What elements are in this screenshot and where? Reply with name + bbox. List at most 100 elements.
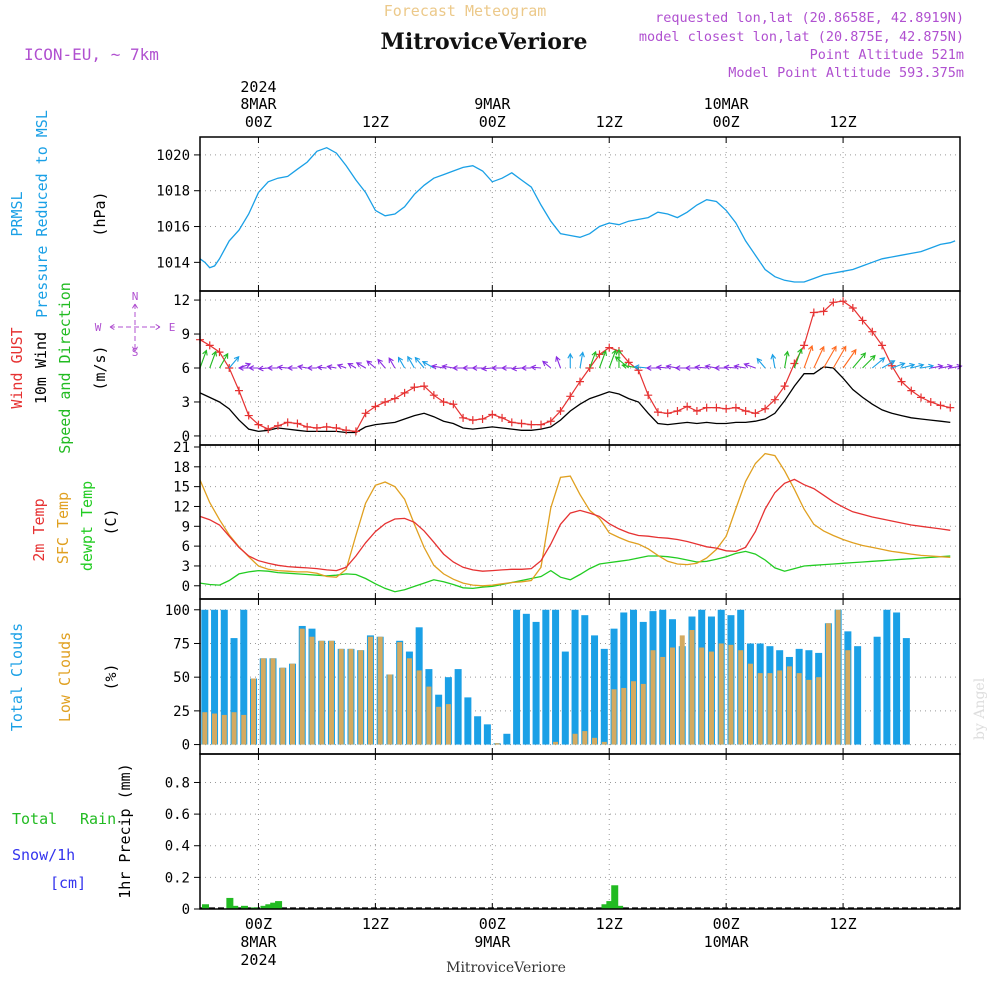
wind-dir-arrow (355, 362, 366, 369)
requested-coords: requested lon,lat (20.8658E, 42.8919N) (655, 10, 964, 26)
total-cloud-bar (571, 609, 579, 745)
wind-dir-arrow (530, 364, 542, 371)
total-cloud-bar (201, 609, 209, 745)
total-cloud-bar (240, 609, 248, 745)
wind-dir-arrow (297, 364, 308, 370)
gust-marker (761, 404, 770, 413)
gust-marker (692, 407, 701, 416)
y-tick-label: 18 (173, 460, 190, 476)
wind-dir-arrow (266, 365, 278, 371)
total-cloud-bar (454, 669, 462, 745)
gust-marker (907, 386, 916, 395)
low-cloud-bar (699, 647, 705, 745)
rain-bar (616, 905, 624, 909)
plot-layer: 1014101610181020036912036912151821025507… (8, 78, 963, 969)
rain-bar (202, 904, 209, 909)
low-cloud-bar (689, 630, 695, 745)
gust-marker (566, 392, 575, 401)
top-hour-label: 12Z (830, 113, 857, 131)
wind-dir-arrow (823, 345, 837, 369)
wind-dir-arrow (237, 365, 249, 371)
wind-dir-arrow (852, 352, 867, 369)
low-cloud-bar (621, 687, 627, 745)
low-cloud-bar (494, 743, 500, 745)
wind-dir-arrow (589, 350, 597, 369)
wind-dir-arrow (407, 355, 415, 369)
compass-west: W (95, 321, 102, 334)
gust-marker (420, 382, 429, 391)
y-tick-label: 0.8 (165, 775, 190, 791)
low-cloud-bar (289, 663, 295, 745)
wind-dir-label: Speed and Direction (56, 282, 74, 454)
wind-dir-arrow (286, 365, 298, 371)
precip-rain-label: Rain (80, 810, 116, 828)
wind-dir-arrow (645, 365, 658, 371)
panel-frame (199, 753, 961, 910)
wind-dir-arrow (920, 363, 935, 370)
y-tick-label: 1020 (156, 148, 190, 164)
wind-dir-arrow (306, 365, 317, 371)
gust-marker (868, 327, 877, 336)
total-cloud-bar (581, 615, 589, 745)
wind-dir-arrow (326, 364, 337, 370)
gust-marker (400, 388, 409, 397)
bottom-year-label: 2024 (240, 951, 276, 969)
low-clouds-label: Low Clouds (56, 632, 74, 722)
y-tick-label: 9 (182, 327, 190, 343)
low-cloud-bar (348, 648, 354, 745)
wind-dir-arrow (520, 365, 532, 371)
low-cloud-bar (328, 640, 334, 745)
wind-dir-arrow (881, 360, 896, 369)
gust-marker (848, 303, 857, 312)
gust-marker (878, 341, 887, 350)
rain-bar (260, 905, 268, 909)
total-cloud-bar (513, 609, 521, 745)
gust-marker (205, 341, 214, 350)
wind-dir-arrow (257, 365, 269, 372)
low-cloud-bar (816, 677, 822, 745)
top-hour-label: 00Z (479, 113, 506, 131)
wind-dir-arrow (567, 352, 574, 368)
wind-dir-arrow (276, 364, 288, 371)
low-cloud-bar (299, 628, 305, 745)
wind-dir-arrow (862, 354, 876, 369)
gust-marker (819, 307, 828, 316)
wind-dir-arrow (842, 348, 857, 369)
wind-unit: (m/s) (91, 345, 109, 390)
rain-bar (250, 907, 258, 909)
watermark: by Angel (972, 677, 988, 740)
gust-marker (293, 419, 302, 428)
y-tick-label: 0.6 (165, 807, 190, 823)
gust-marker (342, 426, 351, 435)
total-cloud-bar (552, 609, 560, 745)
low-cloud-bar (212, 713, 218, 745)
bottom-date-label: 8MAR (240, 933, 277, 951)
gust-marker (283, 418, 292, 427)
wind-dir-arrow (616, 348, 622, 368)
top-year-label: 2024 (240, 78, 276, 96)
rain-bar (601, 904, 609, 909)
gust-marker (683, 402, 692, 411)
temp-sfc-label: SFC Temp (54, 492, 72, 564)
wind-10m-label: 10m Wind (32, 332, 50, 404)
gust-marker (839, 297, 848, 306)
total-cloud-bar (230, 638, 238, 745)
gust-marker (731, 403, 740, 412)
low-cloud-bar (251, 678, 257, 745)
gust-marker (702, 403, 711, 412)
y-tick-label: 0.4 (165, 839, 190, 855)
gust-marker (780, 382, 789, 391)
gust-marker (887, 361, 896, 370)
total-cloud-bar (600, 648, 608, 745)
top-hour-label: 00Z (245, 113, 272, 131)
total-cloud-bar (873, 636, 881, 745)
rain-bar (611, 885, 619, 909)
wind-dir-arrow (655, 364, 668, 371)
gust-marker (390, 394, 399, 403)
bottom-date-label: 9MAR (474, 933, 511, 951)
bottom-hour-label: 12Z (362, 915, 389, 933)
wind-dir-arrow (316, 364, 327, 371)
footer-location: MitroviceVeriore (446, 960, 566, 976)
wind-dir-arrow (347, 363, 357, 369)
gust-marker (770, 395, 779, 404)
